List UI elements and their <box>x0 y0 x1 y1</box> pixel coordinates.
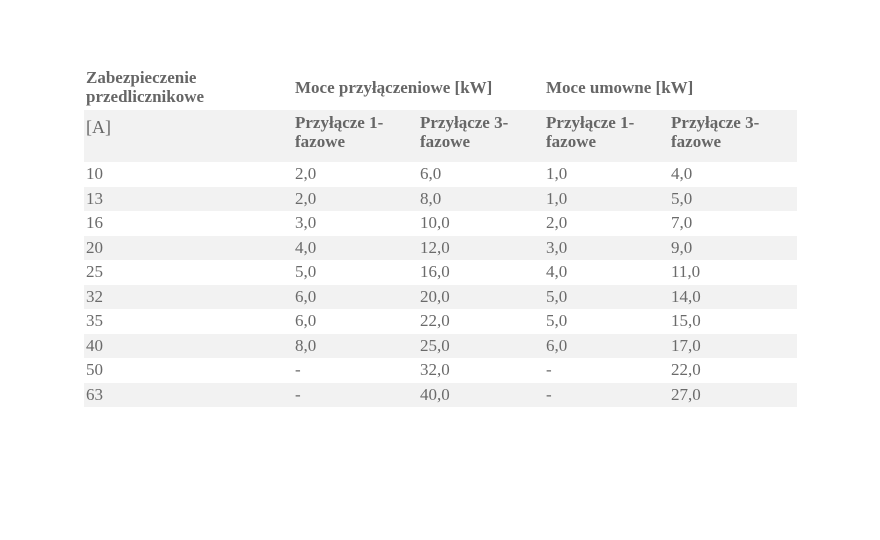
cell-contracted-3phase: 5,0 <box>671 188 693 208</box>
cell-contracted-1phase: 1,0 <box>546 188 568 208</box>
cell-contracted-1phase: - <box>546 384 552 404</box>
cell-connection-1phase: 8,0 <box>295 335 317 355</box>
cell-connection-3phase: 22,0 <box>420 311 450 330</box>
cell-connection-3phase: 20,0 <box>420 286 450 306</box>
cell-connection-3phase: 6,0 <box>420 164 442 183</box>
cell-connection-1phase: - <box>295 360 301 379</box>
table-row: 40 8,0 25,0 6,0 17,0 <box>84 333 798 358</box>
subheader-contracted-1phase: Przyłącze 1-fazowe <box>546 113 635 151</box>
table-row: 63 - 40,0 - 27,0 <box>84 382 798 407</box>
cell-connection-1phase: 6,0 <box>295 311 317 330</box>
table-row: 35 6,0 22,0 5,0 15,0 <box>84 309 797 334</box>
cell-contracted-3phase: 27,0 <box>671 384 701 404</box>
table-header-row: Zabezpieczenie przedlicznikowe Moce przy… <box>84 64 797 110</box>
cell-connection-1phase: 6,0 <box>295 286 317 306</box>
cell-connection-3phase: 32,0 <box>420 360 450 379</box>
cell-connection-1phase: 2,0 <box>295 164 317 183</box>
cell-connection-1phase: 5,0 <box>295 262 317 281</box>
cell-connection-3phase: 16,0 <box>420 262 450 281</box>
cell-protection: 40 <box>86 335 103 355</box>
header-unit: [A] <box>86 117 111 137</box>
cell-connection-3phase: 8,0 <box>420 188 442 208</box>
table-row: 25 5,0 16,0 4,0 11,0 <box>84 260 797 285</box>
cell-contracted-1phase: 5,0 <box>546 286 568 306</box>
header-protection: Zabezpieczenie przedlicznikowe <box>86 68 205 106</box>
cell-contracted-3phase: 14,0 <box>671 286 701 306</box>
cell-contracted-1phase: 4,0 <box>546 262 568 281</box>
cell-protection: 63 <box>86 384 103 404</box>
power-table: Zabezpieczenie przedlicznikowe Moce przy… <box>84 64 798 407</box>
subheader-contracted-3phase: Przyłącze 3-fazowe <box>671 113 760 151</box>
cell-contracted-3phase: 22,0 <box>671 360 701 379</box>
table-subheader-row: [A] Przyłącze 1-fazowe Przyłącze 3-fazow… <box>84 110 798 162</box>
cell-contracted-1phase: 2,0 <box>546 213 568 232</box>
cell-connection-3phase: 40,0 <box>420 384 450 404</box>
power-table-container: Zabezpieczenie przedlicznikowe Moce przy… <box>84 64 798 407</box>
cell-protection: 35 <box>86 311 103 330</box>
table-row: 13 2,0 8,0 1,0 5,0 <box>84 186 798 211</box>
header-connection-power: Moce przyłączeniowe [kW] <box>295 77 493 97</box>
cell-protection: 10 <box>86 164 103 183</box>
cell-contracted-3phase: 11,0 <box>671 262 701 281</box>
cell-protection: 16 <box>86 213 103 232</box>
cell-contracted-3phase: 4,0 <box>671 164 693 183</box>
cell-contracted-3phase: 15,0 <box>671 311 701 330</box>
cell-connection-3phase: 10,0 <box>420 213 450 232</box>
cell-contracted-1phase: 6,0 <box>546 335 568 355</box>
cell-protection: 50 <box>86 360 103 379</box>
table-row: 20 4,0 12,0 3,0 9,0 <box>84 235 798 260</box>
subheader-connection-1phase: Przyłącze 1-fazowe <box>295 113 384 151</box>
cell-connection-1phase: 2,0 <box>295 188 317 208</box>
cell-contracted-3phase: 9,0 <box>671 237 693 257</box>
table-row: 32 6,0 20,0 5,0 14,0 <box>84 284 798 309</box>
cell-connection-1phase: - <box>295 384 301 404</box>
cell-contracted-1phase: - <box>546 360 552 379</box>
header-contracted-power: Moce umowne [kW] <box>546 77 694 97</box>
cell-connection-1phase: 4,0 <box>295 237 317 257</box>
cell-contracted-3phase: 7,0 <box>671 213 693 232</box>
table-row: 50 - 32,0 - 22,0 <box>84 358 797 383</box>
table-row: 16 3,0 10,0 2,0 7,0 <box>84 211 797 236</box>
cell-protection: 32 <box>86 286 103 306</box>
cell-protection: 13 <box>86 188 103 208</box>
cell-connection-1phase: 3,0 <box>295 213 317 232</box>
cell-contracted-1phase: 1,0 <box>546 164 568 183</box>
table-row: 10 2,0 6,0 1,0 4,0 <box>84 162 797 187</box>
cell-protection: 25 <box>86 262 103 281</box>
cell-connection-3phase: 12,0 <box>420 237 450 257</box>
cell-contracted-3phase: 17,0 <box>671 335 701 355</box>
subheader-connection-3phase: Przyłącze 3-fazowe <box>420 113 509 151</box>
cell-contracted-1phase: 3,0 <box>546 237 568 257</box>
cell-contracted-1phase: 5,0 <box>546 311 568 330</box>
cell-connection-3phase: 25,0 <box>420 335 450 355</box>
cell-protection: 20 <box>86 237 103 257</box>
